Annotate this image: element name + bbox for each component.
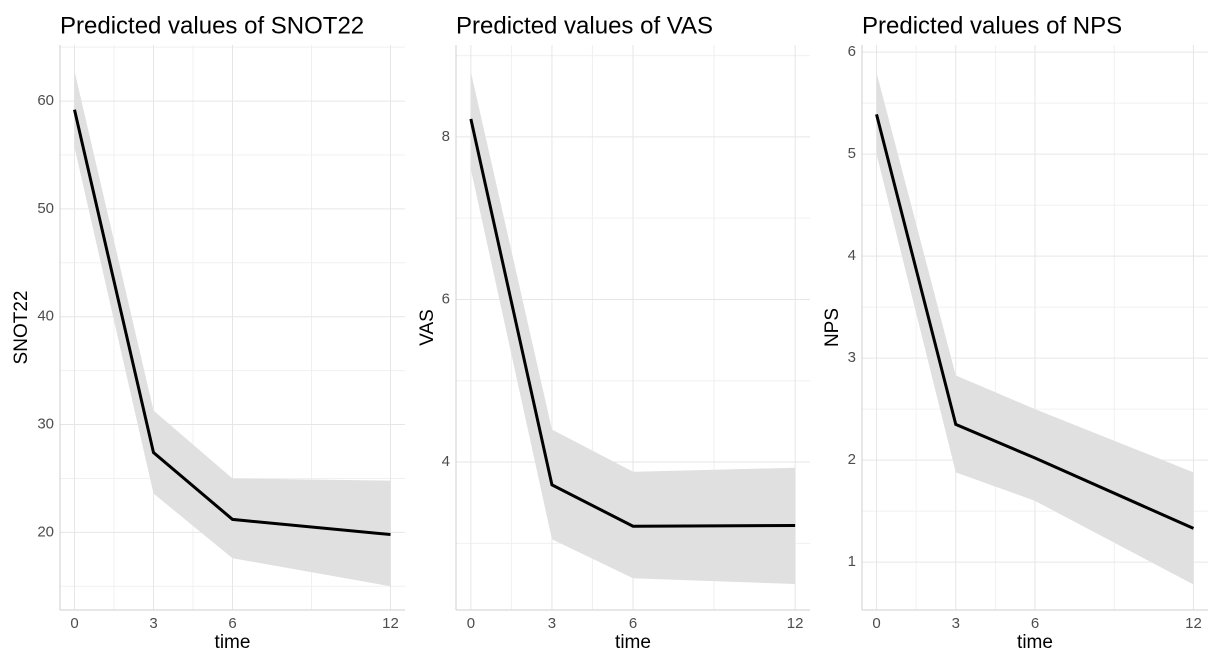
x-tick-label: 0 [872,615,880,632]
x-tick-label: 3 [149,615,157,632]
x-tick-label: 0 [70,615,78,632]
x-tick-label: 3 [952,615,960,632]
chart-title: Predicted values of SNOT22 [60,12,364,39]
x-tick-label: 6 [1031,615,1039,632]
x-axis-title: time [1017,632,1053,653]
y-tick-label: 5 [848,145,856,162]
y-tick-label: 20 [37,523,54,540]
y-tick-label: 50 [37,200,54,217]
x-tick-label: 12 [1185,615,1202,632]
y-tick-label: 30 [37,416,54,433]
y-tick-label: 40 [37,308,54,325]
x-tick-label: 12 [787,615,804,632]
line [469,118,796,528]
confidence-band [74,70,391,587]
x-axis-title: time [615,632,651,653]
y-axis-title: NPS [822,308,843,347]
y-axis-title: VAS [417,309,438,346]
y-tick-label: 60 [37,92,54,109]
y-tick-label: 6 [442,290,450,307]
y-tick-label: 4 [442,453,450,470]
line [875,113,1195,530]
x-tick-label: 12 [382,615,399,632]
y-tick-label: 1 [848,553,856,570]
confidence-band [876,72,1194,585]
x-axis-title: time [215,632,251,653]
x-tick-label: 6 [629,615,637,632]
confidence-band [470,71,796,584]
line [73,109,391,537]
y-tick-label: 8 [442,128,450,145]
y-tick-label: 2 [848,451,856,468]
chart-title: Predicted values of NPS [862,12,1122,39]
y-tick-label: 4 [848,247,856,264]
chart-title: Predicted values of VAS [456,12,713,39]
x-tick-label: 6 [228,615,236,632]
y-tick-label: 6 [848,43,856,60]
y-tick-label: 3 [848,349,856,366]
y-axis-title: SNOT22 [11,291,32,365]
x-tick-label: 0 [467,615,475,632]
x-tick-label: 3 [548,615,556,632]
